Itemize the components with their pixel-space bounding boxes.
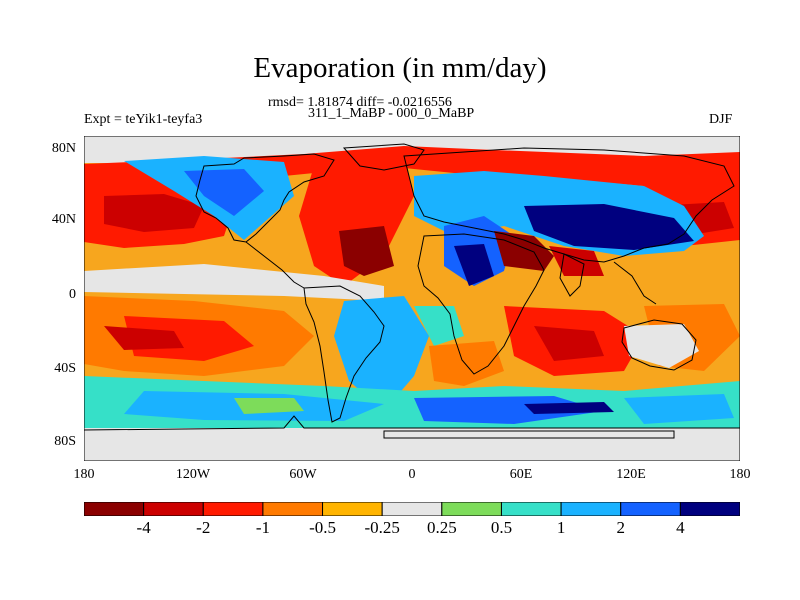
lon-tick-60e: 60E xyxy=(509,467,533,482)
colorbar-label: 0.25 xyxy=(426,518,457,537)
lat-tick-40s: 40S xyxy=(54,361,76,376)
colorbar-box xyxy=(84,502,145,516)
lon-tick-120w: 120W xyxy=(175,467,211,482)
coastlines xyxy=(84,143,740,431)
lon-tick-180e: 180 xyxy=(729,467,751,482)
experiment-label: Expt = teYik1-teyfa3 xyxy=(84,112,203,127)
season-label: DJF xyxy=(709,112,733,127)
lat-tick-80s: 80S xyxy=(54,434,76,449)
colorbar-label: -2 xyxy=(196,518,211,537)
stats-text: rmsd= 1.81874 diff= -0.0216556 xyxy=(268,95,452,110)
colorbar-box xyxy=(441,502,502,516)
colorbar-box xyxy=(679,502,740,516)
evaporation-map xyxy=(84,136,740,461)
colorbar-label: -1 xyxy=(255,518,270,537)
colorbar-box xyxy=(322,502,383,516)
lat-tick-eq: 0 xyxy=(69,287,76,302)
lon-tick-0: 0 xyxy=(408,467,416,482)
colorbar-label: 4 xyxy=(676,518,685,537)
colorbar-label: -0.5 xyxy=(309,518,336,537)
colorbar-label: -0.25 xyxy=(364,518,400,537)
colorbar-label: 2 xyxy=(616,518,625,537)
lat-tick-40n: 40N xyxy=(51,212,76,227)
colorbar-label: -4 xyxy=(136,518,151,537)
anomaly-field xyxy=(84,136,740,461)
plot-subtitle: 311_1_MaBP - 000_0_MaBP xyxy=(308,106,475,121)
colorbar-boxes xyxy=(84,502,740,516)
lat-tick-80n: 80N xyxy=(51,141,76,156)
colorbar-box xyxy=(202,502,264,516)
colorbar-box xyxy=(500,502,562,516)
colorbar xyxy=(84,502,740,516)
lon-tick-180w: 180 xyxy=(73,467,95,482)
colorbar-label: 0.5 xyxy=(490,518,513,537)
lon-tick-60w: 60W xyxy=(289,467,317,482)
colorbar-box xyxy=(560,502,622,516)
colorbar-box xyxy=(620,502,681,516)
colorbar-box xyxy=(262,502,324,516)
colorbar-box xyxy=(143,502,204,516)
plot-title: Evaporation (in mm/day) xyxy=(253,52,547,84)
lon-tick-120e: 120E xyxy=(616,467,646,482)
colorbar-label: 1 xyxy=(556,518,566,537)
colorbar-box xyxy=(381,502,443,516)
